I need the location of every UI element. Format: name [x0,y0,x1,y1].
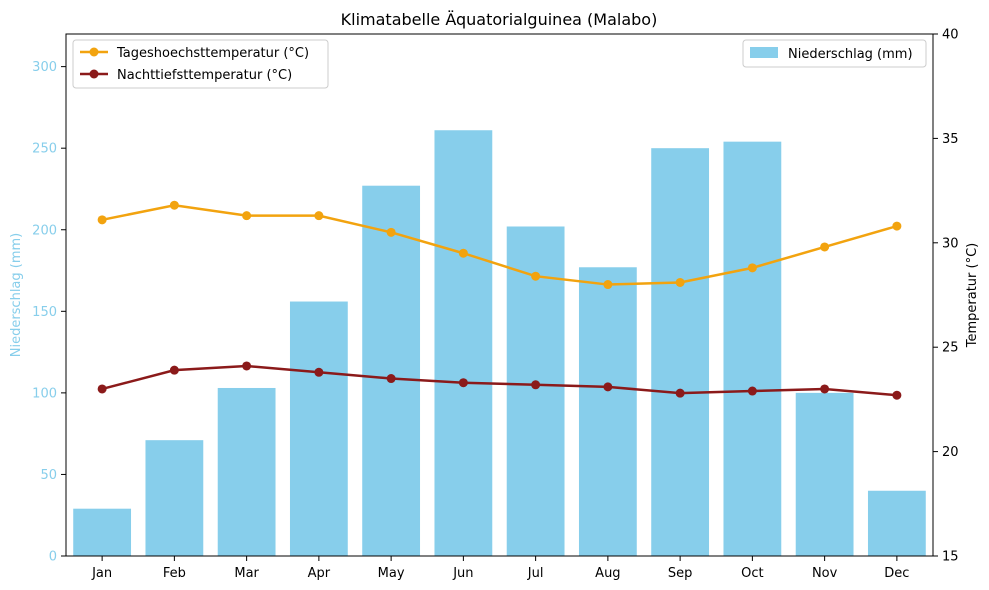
min-temp-point-feb [169,365,179,375]
chart-title: Klimatabelle Äquatorialguinea (Malabo) [341,10,658,29]
right-tick-label: 15 [942,550,959,565]
min-temp-point-nov [820,384,830,394]
left-tick-label: 250 [32,142,57,157]
min-temp-point-dec [892,390,902,400]
max-temp-point-jun [458,248,468,258]
precipitation-bar-feb [145,440,204,556]
min-temp-point-jul [531,380,541,390]
x-tick-label: Jun [452,566,473,581]
max-temp-point-dec [892,221,902,231]
precipitation-bar-dec [867,490,926,556]
legend-marker-min-temp [89,69,99,79]
x-tick-label: Aug [595,566,620,581]
max-temp-point-oct [747,263,757,273]
bar-legend-frame [742,39,927,68]
precipitation-bar-jul [506,226,565,557]
x-tick-label: Sep [668,566,693,581]
legend-label-max-temp: Tageshoechsttemperatur (°C) [116,46,309,61]
left-tick-label: 200 [32,223,57,238]
precipitation-bar-may [362,185,421,557]
x-tick-label: Jul [527,566,544,581]
right-y-axis: 15 20 25 30 35 40 [933,28,959,565]
line-legend-frame [72,39,329,89]
x-tick-label: Dec [884,566,909,581]
min-temp-point-mar [242,361,252,371]
precipitation-bar-mar [217,387,276,556]
precipitation-bar-aug [578,267,637,556]
right-tick-label: 25 [942,341,959,356]
left-axis-title: Niederschlag (mm) [9,233,24,358]
precipitation-bar-sep [651,148,710,556]
min-temp-point-oct [747,386,757,396]
x-axis: Jan Feb Mar Apr May Jun Jul Aug Sep Oct Nov Dec [91,556,909,581]
max-temp-point-mar [242,211,252,221]
min-temp-point-may [386,374,396,384]
x-tick-label: Oct [741,566,763,581]
left-tick-label: 150 [32,305,57,320]
right-axis-title: Temperatur (°C) [965,243,980,349]
min-temp-point-sep [675,388,685,398]
min-temp-point-apr [314,367,324,377]
min-temp-point-jun [458,378,468,388]
x-tick-label: Apr [308,566,331,581]
x-tick-label: Mar [234,566,259,581]
right-tick-label: 20 [942,445,959,460]
bar-legend: Niederschlag (mm) [742,39,927,68]
max-temp-point-may [386,227,396,237]
left-y-axis: 0 50 100 150 200 250 300 [32,60,66,565]
x-tick-label: Feb [163,566,186,581]
left-tick-label: 300 [32,60,57,75]
precipitation-bar-jun [434,130,493,556]
right-tick-label: 35 [942,132,959,147]
temperature-lines [97,200,902,400]
min-temp-point-aug [603,382,613,392]
max-temp-point-apr [314,211,324,221]
max-temp-point-sep [675,277,685,287]
x-tick-label: Jan [91,566,112,581]
precipitation-bar-oct [723,141,782,556]
precipitation-bar-jan [73,508,132,556]
plot-frame [65,33,934,557]
left-tick-label: 50 [40,468,57,483]
precipitation-bar-nov [795,392,854,556]
line-legend: Tageshoechsttemperatur (°C) Nachttiefstt… [72,39,329,89]
precipitation-bars [73,130,926,557]
min-temp-point-jan [97,384,107,394]
max-temp-point-aug [603,280,613,290]
left-tick-label: 100 [32,386,57,401]
max-temp-point-nov [820,242,830,252]
legend-label-min-temp: Nachttiefsttemperatur (°C) [117,68,292,83]
right-tick-label: 30 [942,236,959,251]
legend-label-precipitation: Niederschlag (mm) [788,47,913,62]
max-temp-line [101,203,898,286]
right-tick-label: 40 [942,28,959,43]
legend-swatch-precipitation [750,47,778,58]
min-temp-line [101,364,897,397]
left-tick-label: 0 [49,550,57,565]
max-temp-point-feb [169,200,179,210]
precipitation-bar-apr [289,301,348,556]
legend-marker-max-temp [89,47,99,57]
x-tick-label: May [378,566,405,581]
max-temp-point-jul [531,271,541,281]
max-temp-point-jan [97,215,107,225]
x-tick-label: Nov [812,566,838,581]
